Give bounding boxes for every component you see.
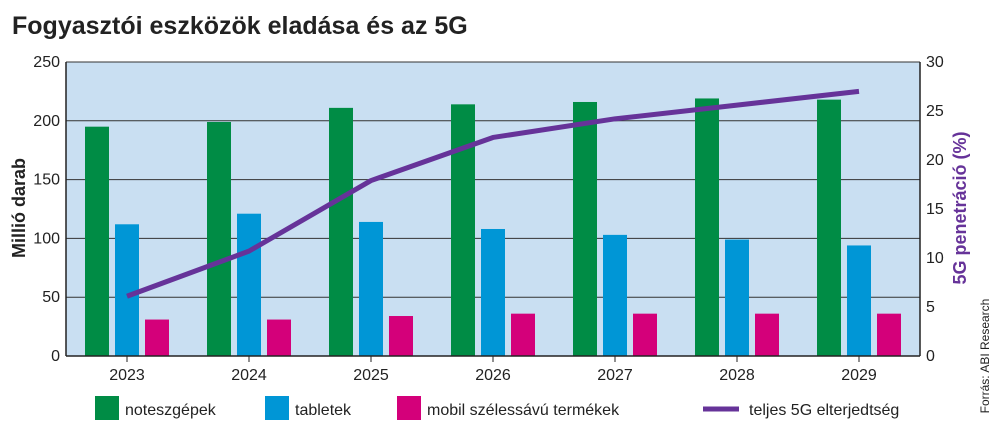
x-ticks: 2023 2024 2025 2026 2027 2028 2029 [109,356,877,384]
bar [633,313,657,356]
y2-tick-label: 25 [926,103,944,120]
x-tick-label: 2028 [719,367,755,384]
bar [329,107,353,356]
bar [755,313,779,356]
bar [695,98,719,357]
legend-swatch [265,396,289,420]
bar [725,239,749,356]
legend-label: mobil szélessávú termékek [427,402,620,419]
bar [207,121,231,356]
y2-tick-label: 15 [926,201,944,218]
bar [389,316,413,356]
y-tick-label: 50 [42,289,60,306]
x-tick-label: 2023 [109,367,145,384]
chart-title: Fogyasztói eszközök eladása és az 5G [12,12,468,40]
legend-swatch [95,396,119,420]
legend-label: teljes 5G elterjedtség [749,402,899,419]
legend: noteszgépek tabletek mobil szélessávú term… [95,396,899,420]
bar [573,101,597,356]
y-axis-label: Millió darab [9,158,29,258]
y2-tick-label: 20 [926,152,944,169]
bar [481,228,505,356]
bar [237,213,261,356]
bar [145,319,169,356]
penetration-line [126,88,860,299]
bars [85,98,901,357]
y-ticks-right: 0 5 10 15 20 25 30 [926,54,944,365]
y2-axis-label: 5G penetráció (%) [950,131,970,284]
y-tick-label: 100 [33,230,60,247]
y-tick-label: 0 [51,348,60,365]
y-tick-label: 200 [33,113,60,130]
bar [359,221,383,356]
legend-label: tabletek [295,402,352,419]
bar [267,319,291,356]
bar [847,245,871,356]
y-ticks-left: 0 50 100 150 200 250 [33,54,60,365]
bar [451,104,475,356]
legend-swatch [397,396,421,420]
bar [603,234,627,356]
y-tick-label: 250 [33,54,60,71]
x-tick-label: 2025 [353,367,389,384]
bar [85,126,109,357]
source-note: Forrás: ABI Research [978,299,992,414]
series-line [126,88,860,299]
bar [877,313,901,356]
bar [511,313,535,356]
y2-tick-label: 5 [926,299,935,316]
bar [817,99,841,356]
x-tick-label: 2027 [597,367,633,384]
y2-tick-label: 10 [926,250,944,267]
legend-label: noteszgépek [125,402,217,419]
x-tick-label: 2024 [231,367,267,384]
x-tick-label: 2026 [475,367,511,384]
x-tick-label: 2029 [841,367,877,384]
y2-tick-label: 30 [926,54,944,71]
y-tick-label: 150 [33,172,60,189]
bar [115,224,139,356]
y2-tick-label: 0 [926,348,935,365]
